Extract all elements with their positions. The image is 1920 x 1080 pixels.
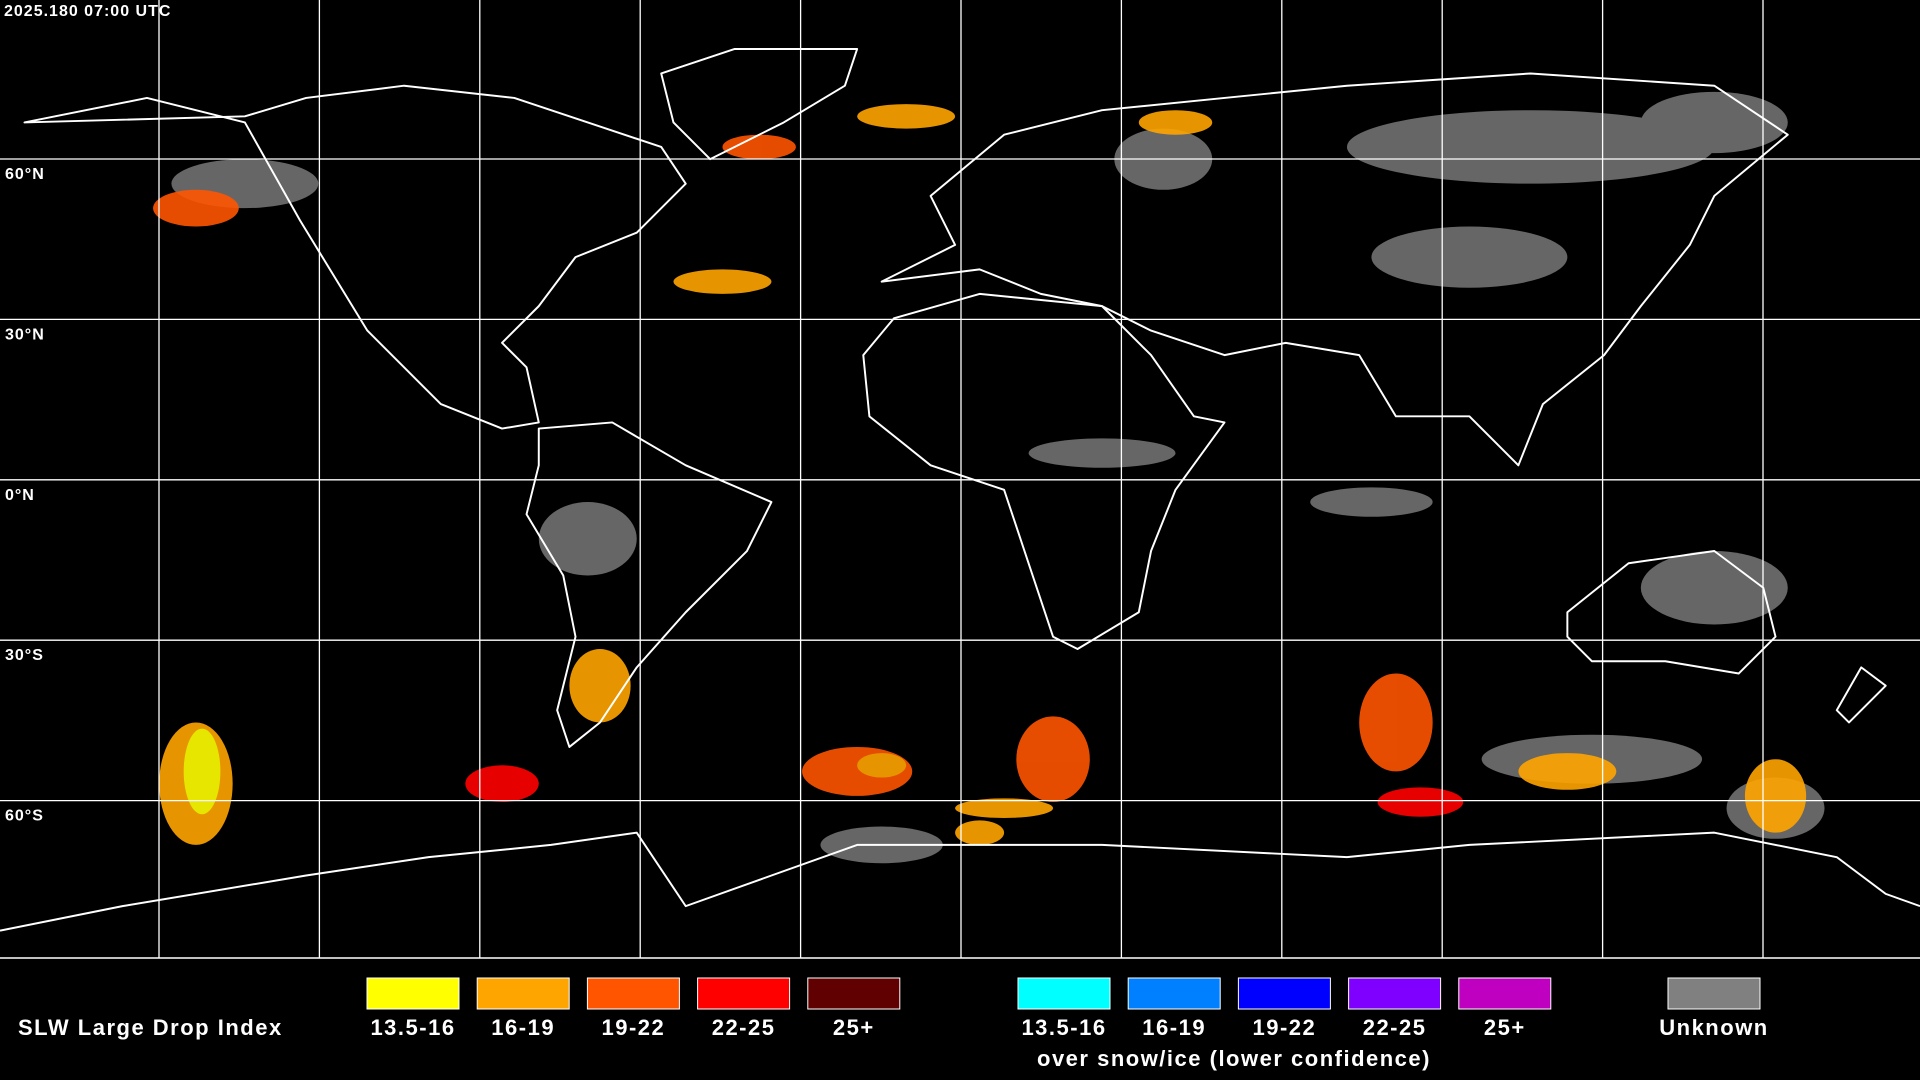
legend-swatch — [1458, 977, 1552, 1010]
legend-label: 16-19 — [1142, 1015, 1206, 1040]
latitude-label: 30°N — [5, 326, 45, 343]
legend-swatch — [1348, 977, 1442, 1010]
legend-label: 22-25 — [712, 1015, 776, 1040]
legend-label: 22-25 — [1363, 1015, 1427, 1040]
legend-label: 25+ — [1484, 1015, 1526, 1040]
graticule: 60°N 30°N 0°N 30°S 60°S — [0, 0, 1920, 959]
legend-label: 25+ — [833, 1015, 875, 1040]
legend-swatch — [1237, 977, 1331, 1010]
latitude-label: 60°S — [5, 808, 44, 825]
legend-swatch — [1667, 977, 1761, 1010]
legend-title: SLW Large Drop Index — [18, 1015, 283, 1040]
timestamp: 2025.180 07:00 UTC — [4, 3, 171, 20]
legend-label: 19-22 — [602, 1015, 666, 1040]
latitude-label: 60°N — [5, 166, 45, 183]
map: 60°N 30°N 0°N 30°S 60°S — [0, 0, 1920, 959]
legend: SLW Large Drop Index over snow/ice (lowe… — [18, 977, 1769, 1071]
legend-swatch — [1127, 977, 1221, 1010]
legend-label: 13.5-16 — [370, 1015, 455, 1040]
coastlines — [0, 48, 1920, 932]
legend-swatch — [807, 977, 901, 1010]
legend-label: 13.5-16 — [1021, 1015, 1106, 1040]
legend-swatch — [697, 977, 791, 1010]
legend-label: 16-19 — [491, 1015, 555, 1040]
legend-caption: over snow/ice (lower confidence) — [1037, 1046, 1431, 1071]
latitude-label: 30°S — [5, 647, 44, 664]
legend-swatch — [586, 977, 680, 1010]
legend-swatch — [1017, 977, 1111, 1010]
legend-label: Unknown — [1659, 1015, 1769, 1040]
legend-swatch — [366, 977, 460, 1010]
latitude-label: 0°N — [5, 487, 35, 504]
legend-swatch — [476, 977, 570, 1010]
legend-label: 19-22 — [1253, 1015, 1317, 1040]
